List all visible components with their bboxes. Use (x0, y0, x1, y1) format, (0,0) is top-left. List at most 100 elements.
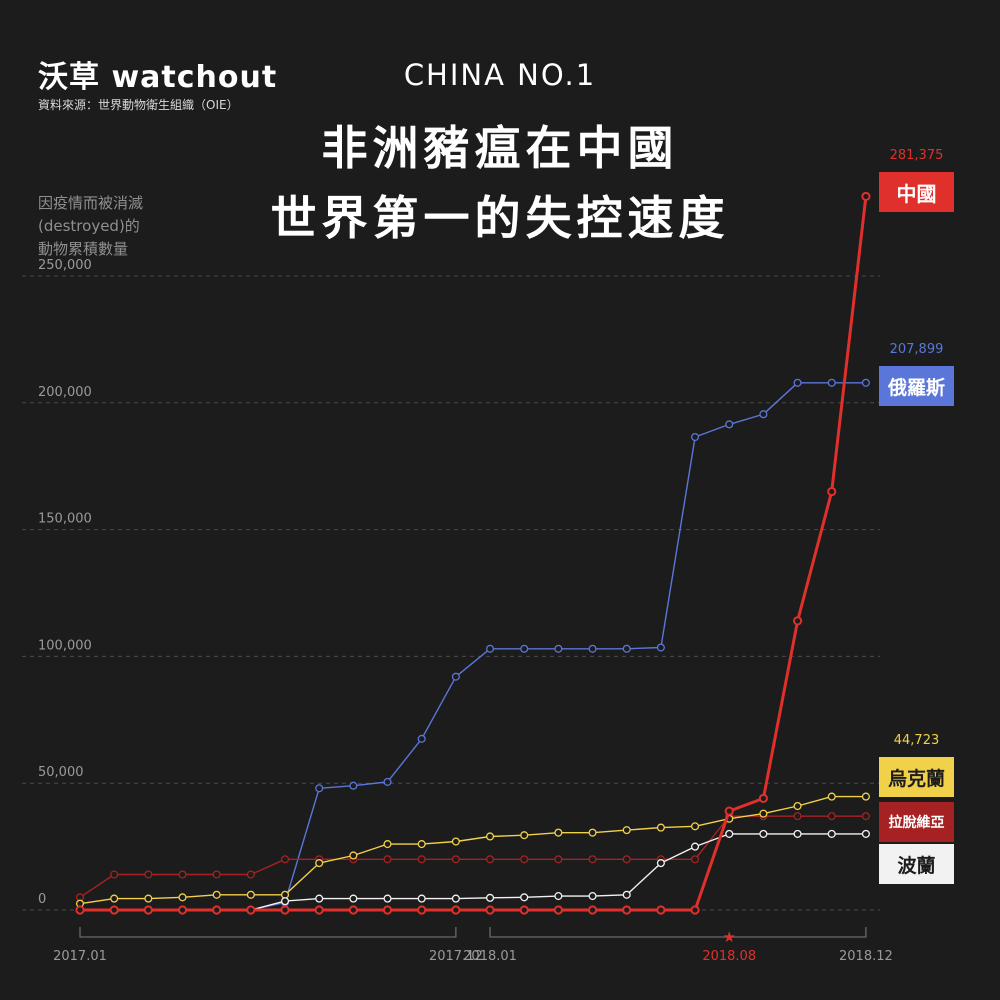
data-point (827, 812, 836, 821)
final-value-label-china: 281,375 (889, 148, 944, 163)
data-point (246, 890, 255, 899)
data-point (759, 829, 768, 838)
legend-badge-latvia: 拉脫維亞 (879, 802, 954, 842)
data-point (315, 859, 324, 868)
data-point (793, 812, 802, 821)
data-point (622, 644, 631, 653)
data-source: 資料來源：世界動物衛生組織（OIE） (38, 98, 239, 112)
y-tick-label: 150,000 (38, 512, 92, 527)
data-point (383, 840, 392, 849)
data-point (827, 829, 836, 838)
data-point (622, 905, 632, 915)
series-line-poland (80, 833, 866, 911)
y-axis-label-line: (destroyed)的 (38, 217, 140, 235)
data-point (109, 905, 119, 915)
data-point (280, 897, 290, 906)
data-point (110, 870, 119, 879)
data-point (143, 905, 153, 915)
data-point (792, 616, 803, 626)
data-point (349, 851, 358, 860)
highlight-star-icon: ★ (723, 928, 736, 946)
data-point (519, 905, 529, 915)
data-point (451, 672, 460, 681)
data-point (451, 837, 460, 846)
data-point (861, 191, 871, 202)
series-line-latvia (79, 815, 866, 898)
data-point (587, 905, 598, 915)
data-point (622, 826, 631, 835)
final-value-label-russia: 207,899 (889, 342, 944, 357)
data-point (417, 905, 427, 915)
data-point (725, 420, 734, 429)
data-point (280, 855, 290, 864)
data-point (451, 855, 460, 864)
data-point (588, 892, 597, 901)
x-tick-label: 2017.01 (53, 949, 107, 964)
data-point (588, 855, 597, 864)
data-point (520, 644, 529, 653)
data-point (758, 793, 769, 804)
data-point (622, 890, 631, 899)
data-point (417, 855, 426, 864)
y-axis-label: 因疫情而被消滅 (destroyed)的 動物累積數量 (38, 192, 143, 261)
data-point (212, 890, 221, 899)
data-point (451, 894, 460, 903)
legend-badge-ukraine: 烏克蘭 (879, 757, 954, 797)
data-point (827, 792, 836, 801)
data-point (793, 801, 802, 811)
data-point (383, 855, 392, 864)
y-tick-label: 0 (38, 892, 46, 907)
y-axis-label-line: 因疫情而被消滅 (38, 194, 144, 212)
data-point (75, 905, 85, 915)
data-point (246, 905, 256, 915)
year-bracket (79, 927, 457, 938)
title-line-1: 非洲豬瘟在中國 (321, 121, 679, 175)
data-point (691, 432, 700, 442)
legend-badge-poland: 波蘭 (879, 844, 954, 884)
data-point (588, 644, 597, 653)
data-point (485, 893, 495, 902)
data-point (485, 832, 495, 841)
data-point (759, 410, 768, 419)
data-point (861, 812, 870, 821)
data-point (110, 894, 119, 903)
data-point (246, 870, 255, 879)
data-point (691, 855, 700, 864)
data-point (861, 378, 870, 387)
y-tick-label: 250,000 (38, 258, 92, 273)
data-point (691, 842, 700, 851)
data-point (144, 894, 153, 903)
data-point (348, 905, 358, 915)
data-point (349, 894, 358, 903)
kicker-heading: CHINA NO.1 (403, 58, 597, 92)
data-point (520, 893, 529, 902)
data-point (382, 905, 393, 915)
data-point (656, 823, 665, 832)
data-point (656, 859, 665, 868)
data-point (725, 829, 734, 838)
data-point (520, 831, 529, 840)
data-point (417, 840, 426, 849)
data-point (383, 894, 392, 903)
x-tick-label: 2018.12 (839, 949, 893, 964)
data-point (315, 894, 324, 903)
x-tick-label: 2018.08 (702, 949, 756, 964)
title-line-2: 世界第一的失控速度 (270, 191, 730, 245)
data-point (212, 870, 221, 879)
data-point (178, 893, 187, 902)
data-point (314, 905, 324, 915)
data-point (349, 781, 358, 790)
data-point (177, 905, 188, 915)
series-line-china (80, 196, 868, 912)
data-point (383, 777, 392, 786)
data-point (315, 784, 324, 793)
x-tick-label: 2018.01 (463, 949, 517, 964)
data-point (485, 905, 495, 915)
data-point (691, 822, 700, 831)
series-line-russia (80, 382, 866, 911)
data-point (656, 643, 665, 652)
data-point (417, 894, 426, 903)
data-point (485, 644, 495, 653)
data-point (861, 792, 870, 801)
y-tick-label: 100,000 (38, 638, 92, 653)
